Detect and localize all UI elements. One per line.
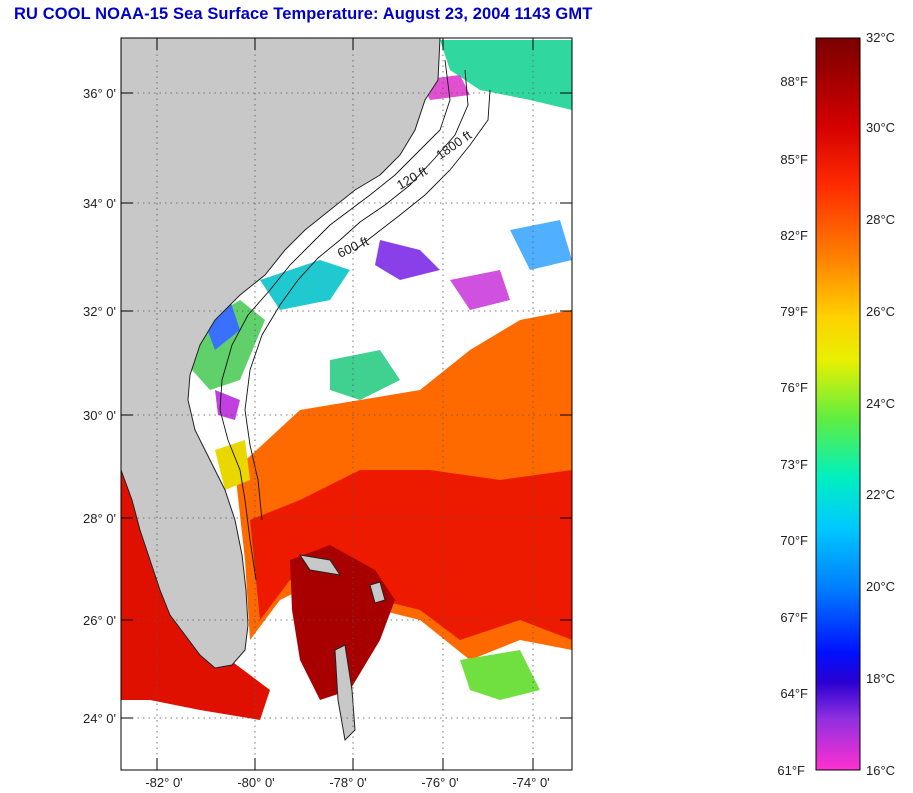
lon-label-78: -78° 0': [329, 775, 366, 790]
colorbar-f-88: 88°F: [780, 74, 808, 89]
colorbar-f-82: 82°F: [780, 228, 808, 243]
contour-1800ft: [354, 89, 491, 251]
sst-cool-patch-7: [450, 270, 510, 310]
colorbar-c-18: 18°C: [866, 671, 895, 686]
colorbar-f-73: 73°F: [780, 457, 808, 472]
colorbar-f-79: 79°F: [780, 304, 808, 319]
colorbar-f-70: 70°F: [780, 533, 808, 548]
colorbar-c-16: 16°C: [866, 763, 895, 778]
contour-600ft: [244, 69, 469, 521]
graticule: [121, 38, 572, 770]
colorbar-f-61: 61°F: [777, 763, 805, 778]
colorbar-f-64: 64°F: [780, 686, 808, 701]
sst-hot-region: [250, 470, 572, 640]
sst-cool-patch-5: [375, 240, 440, 280]
sst-very-hot-region: [290, 545, 395, 700]
axis-ticks: [121, 38, 572, 770]
colorbar-c-20: 20°C: [866, 579, 895, 594]
contour-120ft: [219, 59, 451, 581]
lon-label-82: -82° 0': [145, 775, 182, 790]
lat-label-30: 30° 0': [83, 408, 116, 423]
colorbar-f-67: 67°F: [780, 610, 808, 625]
colorbar-c-24: 24°C: [866, 396, 895, 411]
map-content: 120 ft 600 ft 1800 ft: [121, 38, 572, 770]
colorbar-scale: [815, 37, 861, 771]
colorbar-c-30: 30°C: [866, 120, 895, 135]
sst-cool-patch-8: [510, 220, 572, 270]
map-frame: [120, 37, 573, 771]
lat-label-24: 24° 0': [83, 711, 116, 726]
colorbar-c-22: 22°C: [866, 487, 895, 502]
lon-label-76: -76° 0': [421, 775, 458, 790]
map-title: RU COOL NOAA-15 Sea Surface Temperature:…: [14, 5, 593, 23]
land-bahamas-2: [298, 554, 342, 576]
land-bahamas-1: [334, 644, 356, 742]
lon-label-80: -80° 0': [237, 775, 274, 790]
sst-cool-patch-12: [460, 650, 540, 700]
colorbar-c-28: 28°C: [866, 212, 895, 227]
lat-label-26: 26° 0': [83, 613, 116, 628]
sst-cool-patch-9: [440, 40, 572, 110]
lat-label-34: 34° 0': [83, 196, 116, 211]
lat-label-28: 28° 0': [83, 511, 116, 526]
land-bahamas-3: [369, 581, 386, 604]
lon-label-74: -74° 0': [512, 775, 549, 790]
colorbar-c-32: 32°C: [866, 30, 895, 45]
colorbar-c-26: 26°C: [866, 304, 895, 319]
sst-cool-patch-4: [260, 260, 350, 310]
colorbar-f-76: 76°F: [780, 380, 808, 395]
lat-label-36: 36° 0': [83, 86, 116, 101]
lat-label-32: 32° 0': [83, 304, 116, 319]
sst-gulf-region: [121, 460, 270, 720]
land-mass-us: [121, 38, 441, 669]
colorbar-f-85: 85°F: [780, 152, 808, 167]
sst-cool-patch-6: [330, 350, 400, 400]
